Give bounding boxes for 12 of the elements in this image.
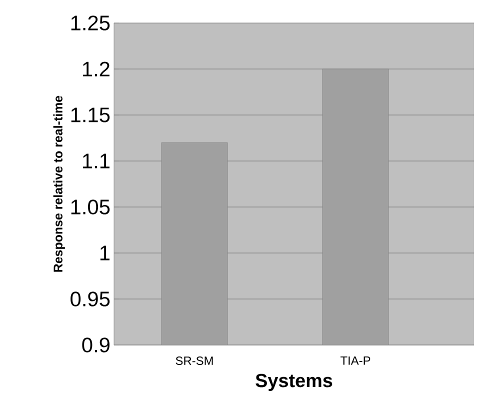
y-tick-label: 1.15: [71, 108, 110, 122]
y-axis-title: Response relative to real-time: [53, 96, 65, 272]
y-tick-label: 0.9: [82, 338, 110, 352]
y-tick-label: 1.1: [82, 154, 110, 168]
y-tick-label: 1.25: [71, 16, 110, 30]
x-tick-label: TIA-P: [340, 356, 370, 365]
y-tick-label: 1.05: [71, 200, 110, 214]
x-axis-title: Systems: [256, 374, 332, 391]
y-tick-label: 1.2: [82, 62, 110, 76]
y-tick-label: 1: [100, 246, 110, 260]
y-tick-label: 0.95: [70, 292, 110, 306]
x-tick-label: SR-SM: [176, 356, 213, 365]
